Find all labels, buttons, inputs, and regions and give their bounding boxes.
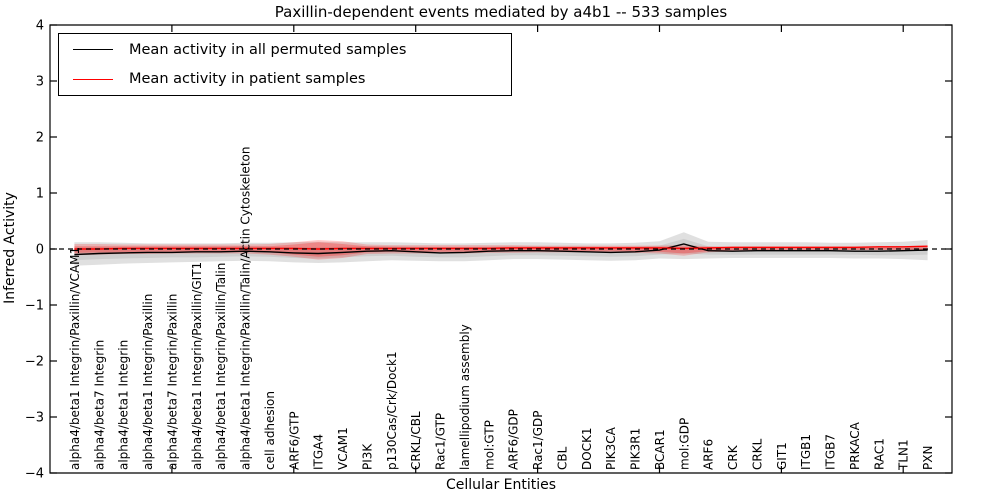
- x-category-label: alpha4/beta1 Integrin/Paxillin/VCAM1: [68, 247, 82, 470]
- y-tick-label: 4: [36, 19, 44, 34]
- x-category-label: cell adhesion: [263, 391, 277, 470]
- x-axis-label: Cellular Entities: [445, 477, 557, 493]
- x-category-label: RAC1: [872, 438, 886, 470]
- permuted-mean-line: [74, 243, 928, 256]
- x-category-label: mol:GTP: [482, 420, 496, 470]
- legend: Mean activity in all permuted samples Me…: [58, 33, 512, 96]
- chart-title: Paxillin-dependent events mediated by a4…: [274, 3, 728, 21]
- y-tick-label: −1: [25, 299, 44, 314]
- patient-outer-band: [74, 240, 928, 260]
- x-category-label: VCAM1: [336, 427, 350, 470]
- x-category-label: alpha4/beta1 Integrin/Paxillin/Talin/Act…: [239, 147, 253, 470]
- x-category-label: ARF6: [702, 439, 716, 470]
- x-category-labels: alpha4/beta1 Integrin/Paxillin/VCAM1 alph…: [68, 147, 935, 471]
- x-category-label: ITGA4: [312, 434, 326, 470]
- legend-item-patient: Mean activity in patient samples: [59, 66, 511, 93]
- x-category-label: CRKL: [751, 438, 765, 470]
- x-category-label: lamellipodium assembly: [458, 324, 472, 470]
- y-tick-labels: −4 −3 −2 −1 0 1 2 3 4: [25, 19, 44, 482]
- x-category-label: p130Cas/Crk/Dock1: [385, 351, 399, 470]
- x-category-label: TLN1: [897, 439, 911, 471]
- x-category-label: DOCK1: [580, 427, 594, 470]
- x-category-label: BCAR1: [653, 429, 667, 470]
- x-category-label: Rac1/GTP: [434, 413, 448, 470]
- x-category-label: ARF6/GTP: [287, 411, 301, 470]
- y-tick-label: 2: [36, 131, 44, 146]
- y-tick-label: 1: [36, 187, 44, 202]
- patient-line-swatch-icon: [73, 78, 113, 80]
- x-category-label: ITGB7: [824, 434, 838, 470]
- permuted-line-swatch-icon: [73, 49, 113, 51]
- x-category-label: CBL: [555, 446, 569, 470]
- x-category-label: ARF6/GDP: [507, 409, 521, 470]
- y-axis-label: Inferred Activity: [2, 192, 18, 304]
- x-category-label: PIK3CA: [604, 426, 618, 470]
- x-category-label: alpha4/beta1 Integrin/Paxillin/GIT1: [190, 262, 204, 470]
- x-category-label: alpha4/beta1 Integrin/Paxillin/Talin: [214, 263, 228, 470]
- x-category-label: PXN: [921, 446, 935, 470]
- y-tick-label: 3: [36, 75, 44, 90]
- x-category-label: alpha4/beta1 Integrin: [117, 340, 131, 470]
- legend-item-permuted: Mean activity in all permuted samples: [59, 36, 511, 63]
- x-category-label: CRKL/CBL: [409, 411, 423, 470]
- legend-label: Mean activity in patient samples: [129, 71, 366, 88]
- x-category-label: alpha4/beta7 Integrin: [92, 340, 106, 470]
- y-tick-label: −3: [25, 411, 44, 426]
- x-category-label: mol:GDP: [677, 418, 691, 470]
- x-category-label: PI3K: [360, 443, 374, 470]
- y-tick-label: 0: [36, 243, 44, 258]
- x-category-label: PRKACA: [848, 421, 862, 470]
- x-category-label: PIK3R1: [629, 428, 643, 470]
- x-category-label: Rac1/GDP: [531, 411, 545, 470]
- x-category-label: CRK: [726, 444, 740, 470]
- legend-label: Mean activity in all permuted samples: [129, 41, 407, 58]
- x-category-label: ITGB1: [799, 434, 813, 470]
- y-tick-label: −4: [25, 467, 44, 482]
- y-tick-label: −2: [25, 355, 44, 370]
- x-category-label: GIT1: [775, 442, 789, 470]
- x-category-label: alpha4/beta1 Integrin/Paxillin: [141, 294, 155, 470]
- x-category-label: alpha4/beta7 Integrin/Paxillin: [165, 294, 179, 470]
- ticks-layer: [50, 24, 952, 474]
